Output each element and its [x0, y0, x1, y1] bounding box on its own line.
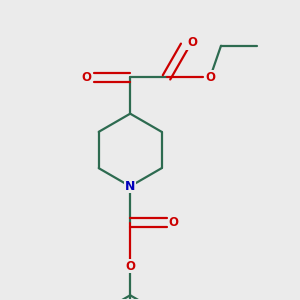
Text: O: O — [169, 216, 179, 229]
Text: O: O — [187, 36, 197, 49]
Text: O: O — [82, 71, 92, 84]
Text: N: N — [125, 180, 135, 193]
Text: O: O — [125, 260, 135, 273]
Text: O: O — [205, 71, 215, 84]
